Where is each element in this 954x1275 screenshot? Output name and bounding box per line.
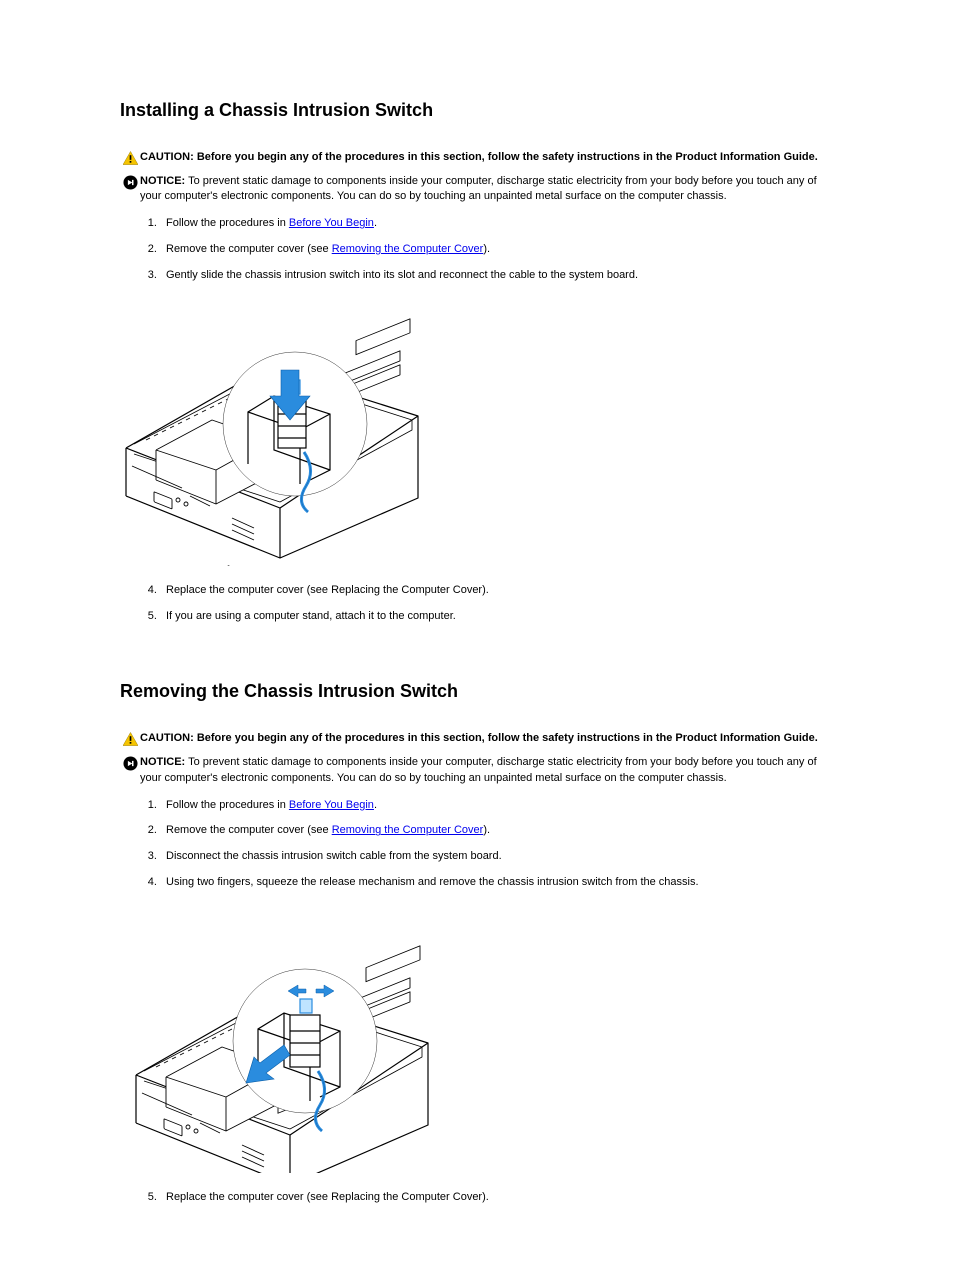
install-steps-final: Replace the computer cover (see Replacin…	[120, 582, 834, 625]
caution-icon	[123, 151, 138, 165]
notice-text: To prevent static damage to components i…	[140, 756, 817, 784]
caution-icon	[123, 732, 138, 746]
step-text: Using two fingers, squeeze the release m…	[166, 876, 699, 888]
remove-step-2: Remove the computer cover (see Removing …	[160, 822, 834, 840]
step-text: Remove the computer cover (see	[166, 824, 332, 836]
remove-steps-final: Replace the computer cover (see Replacin…	[120, 1189, 834, 1207]
link-before-you-begin[interactable]: Before You Begin	[289, 217, 374, 229]
step-text: Follow the procedures in	[166, 799, 289, 811]
step-text: .	[374, 217, 377, 229]
caution-label: CAUTION:	[140, 151, 194, 163]
notice-row-remove: NOTICE: To prevent static damage to comp…	[120, 755, 834, 787]
step-text: Replace the computer cover (see Replacin…	[166, 1191, 489, 1203]
install-step-1: Follow the procedures in Before You Begi…	[160, 215, 834, 233]
section-heading-remove: Removing the Chassis Intrusion Switch	[120, 681, 834, 703]
link-remove-cover[interactable]: Removing the Computer Cover	[332, 243, 484, 255]
notice-row-install: NOTICE: To prevent static damage to comp…	[120, 174, 834, 206]
illustration-install	[120, 296, 834, 566]
illustration-remove	[120, 903, 834, 1173]
step-text: If you are using a computer stand, attac…	[166, 610, 456, 622]
install-step-4: Replace the computer cover (see Replacin…	[160, 582, 834, 600]
step-text: Disconnect the chassis intrusion switch …	[166, 850, 502, 862]
step-text: .	[374, 799, 377, 811]
remove-step-4: Using two fingers, squeeze the release m…	[160, 874, 834, 892]
step-text: ).	[483, 824, 490, 836]
remove-step-3: Disconnect the chassis intrusion switch …	[160, 848, 834, 866]
caution-text: Before you begin any of the procedures i…	[194, 732, 818, 744]
install-step-3: Gently slide the chassis intrusion switc…	[160, 267, 834, 285]
step-text: Follow the procedures in	[166, 217, 289, 229]
step-text: Gently slide the chassis intrusion switc…	[166, 269, 638, 281]
remove-step-5: Replace the computer cover (see Replacin…	[160, 1189, 834, 1207]
caution-row-install: CAUTION: Before you begin any of the pro…	[120, 150, 834, 166]
section-heading-install: Installing a Chassis Intrusion Switch	[120, 100, 834, 122]
install-steps: Follow the procedures in Before You Begi…	[120, 215, 834, 284]
step-text: Replace the computer cover (see Replacin…	[166, 584, 489, 596]
link-before-you-begin[interactable]: Before You Begin	[289, 799, 374, 811]
caution-row-remove: CAUTION: Before you begin any of the pro…	[120, 731, 834, 747]
remove-steps: Follow the procedures in Before You Begi…	[120, 797, 834, 891]
install-step-5: If you are using a computer stand, attac…	[160, 608, 834, 626]
step-text: Remove the computer cover (see	[166, 243, 332, 255]
notice-label: NOTICE:	[140, 756, 185, 768]
notice-text: To prevent static damage to components i…	[140, 175, 817, 203]
notice-icon	[123, 175, 138, 190]
notice-icon	[123, 756, 138, 771]
link-remove-cover[interactable]: Removing the Computer Cover	[332, 824, 484, 836]
step-text: ).	[483, 243, 490, 255]
notice-label: NOTICE:	[140, 175, 185, 187]
caution-label: CAUTION:	[140, 732, 194, 744]
install-step-2: Remove the computer cover (see Removing …	[160, 241, 834, 259]
remove-step-1: Follow the procedures in Before You Begi…	[160, 797, 834, 815]
caution-text: Before you begin any of the procedures i…	[194, 151, 818, 163]
